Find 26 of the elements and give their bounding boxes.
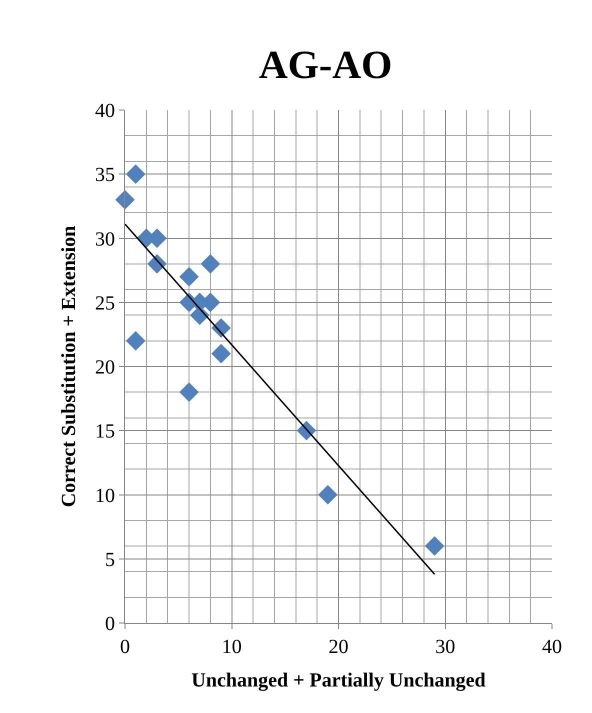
x-tick-label: 0 <box>120 636 130 658</box>
point <box>126 164 146 184</box>
y-tick-label: 40 <box>95 100 115 122</box>
y-tick-label: 15 <box>95 420 115 443</box>
y-tick-label: 10 <box>95 484 115 507</box>
point <box>179 382 199 402</box>
x-axis-title: Unchanged + Partially Unchanged <box>191 670 486 692</box>
point <box>115 190 135 210</box>
point <box>200 254 220 274</box>
x-tick-label: 20 <box>328 636 348 658</box>
point <box>126 331 146 351</box>
y-tick-label: 30 <box>95 228 115 250</box>
y-tick-label: 0 <box>105 613 115 635</box>
y-tick-label: 35 <box>95 164 115 186</box>
y-tick-label: 5 <box>105 548 115 571</box>
x-tick-label: 40 <box>542 636 562 658</box>
chart-title: AG-AO <box>258 42 392 87</box>
point <box>318 485 338 504</box>
y-tick-label: 20 <box>95 356 115 378</box>
point <box>424 536 444 556</box>
point <box>179 266 199 286</box>
y-axis-title: Correct Substitution + Extension <box>58 226 80 508</box>
y-tick-label: 25 <box>95 292 115 314</box>
point <box>211 344 231 364</box>
x-tick-label: 30 <box>435 636 456 658</box>
x-tick-label: 10 <box>222 636 242 658</box>
